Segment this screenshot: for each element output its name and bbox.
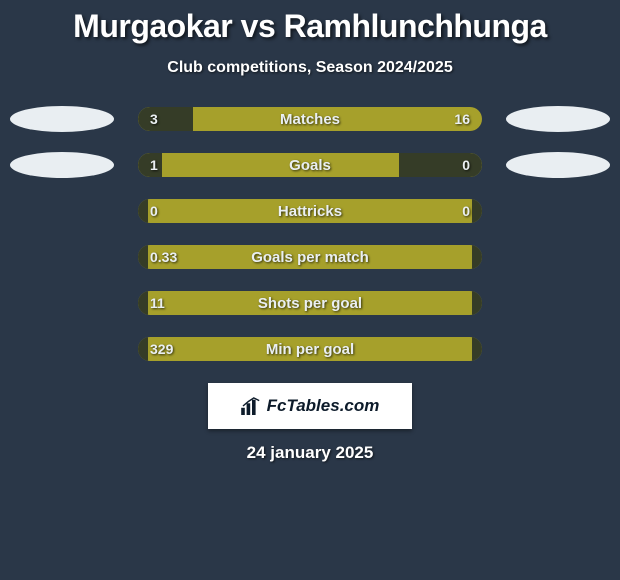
date-text: 24 january 2025 — [0, 443, 620, 463]
bar-right-fill — [472, 337, 482, 361]
comparison-card: Murgaokar vs Ramhlunchhunga Club competi… — [0, 0, 620, 463]
stat-row: Shots per goal11 — [10, 291, 610, 315]
logo-text: FcTables.com — [267, 396, 380, 416]
stat-row: Matches316 — [10, 107, 610, 131]
stat-row: Min per goal329 — [10, 337, 610, 361]
bar-left-fill — [138, 153, 162, 177]
stat-right-value: 16 — [454, 107, 470, 131]
stat-right-value: 0 — [462, 199, 470, 223]
page-title: Murgaokar vs Ramhlunchhunga — [0, 8, 620, 45]
stat-bar: Hattricks0 0 — [138, 199, 482, 223]
stat-row: Goals per match0.33 — [10, 245, 610, 269]
stat-left-value: 0.33 — [150, 245, 177, 269]
stat-row: Goals10 — [10, 153, 610, 177]
player1-oval — [10, 106, 114, 132]
stat-bar: Matches316 — [138, 107, 482, 131]
bar-chart-icon — [241, 397, 263, 415]
stat-left-value: 0 — [150, 199, 158, 223]
logo-inner: FcTables.com — [241, 396, 380, 416]
bar-left-fill — [138, 245, 148, 269]
bar-left-fill — [138, 107, 193, 131]
stat-bar: Goals10 — [138, 153, 482, 177]
player1-name: Murgaokar — [73, 8, 232, 44]
stat-label: Min per goal — [138, 337, 482, 361]
bar-left-fill — [138, 291, 148, 315]
bar-right-fill — [399, 153, 482, 177]
subtitle: Club competitions, Season 2024/2025 — [0, 59, 620, 77]
stat-bar: Shots per goal11 — [138, 291, 482, 315]
bar-left-fill — [138, 337, 148, 361]
stat-left-value: 329 — [150, 337, 173, 361]
bar-right-fill — [472, 291, 482, 315]
vs-separator: vs — [241, 8, 276, 44]
bar-right-fill — [472, 245, 482, 269]
player2-oval — [506, 152, 610, 178]
stat-bar: Min per goal329 — [138, 337, 482, 361]
player2-name: Ramhlunchhunga — [284, 8, 547, 44]
stat-bar: Goals per match0.33 — [138, 245, 482, 269]
stat-label: Shots per goal — [138, 291, 482, 315]
stat-label: Hattricks — [138, 199, 482, 223]
stat-left-value: 11 — [150, 291, 165, 315]
stat-label: Goals per match — [138, 245, 482, 269]
bar-right-fill — [472, 199, 482, 223]
player2-oval — [506, 106, 610, 132]
player1-oval — [10, 152, 114, 178]
logo-box: FcTables.com — [208, 383, 412, 429]
stats-area: Matches316 Goals10 Hattricks0 0 Goals per ma… — [0, 107, 620, 361]
stat-row: Hattricks0 0 — [10, 199, 610, 223]
bar-left-fill — [138, 199, 148, 223]
